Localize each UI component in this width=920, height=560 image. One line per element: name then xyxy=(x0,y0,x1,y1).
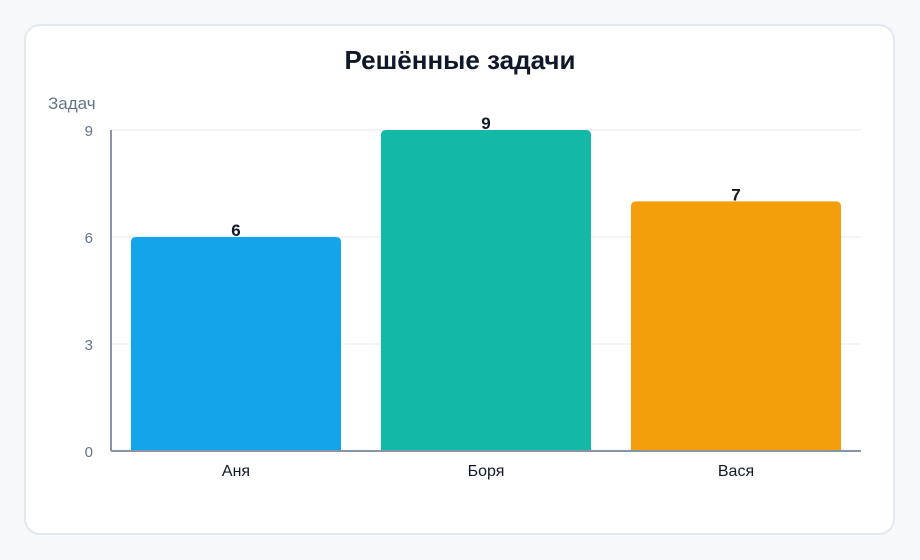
data-label: 6 xyxy=(231,221,240,240)
x-tick-label: Вася xyxy=(718,463,754,480)
bars xyxy=(131,130,841,451)
bar-1 xyxy=(131,237,341,451)
data-label: 7 xyxy=(731,185,740,204)
axes xyxy=(110,130,861,452)
bar-2 xyxy=(381,130,591,451)
chart-title: Решённые задачи xyxy=(344,45,575,75)
bar-3 xyxy=(631,201,841,451)
data-label: 9 xyxy=(481,114,490,133)
labels: 0 3 6 9 6 Аня 9 Боря 7 Вася xyxy=(85,114,754,480)
y-tick-label: 9 xyxy=(85,123,93,140)
y-tick-label: 6 xyxy=(85,230,93,247)
y-tick-label: 3 xyxy=(85,337,93,354)
x-tick-label: Аня xyxy=(222,463,250,480)
y-axis-label: Задач xyxy=(48,94,96,113)
x-tick-label: Боря xyxy=(468,463,505,480)
y-tick-label: 0 xyxy=(85,444,93,461)
